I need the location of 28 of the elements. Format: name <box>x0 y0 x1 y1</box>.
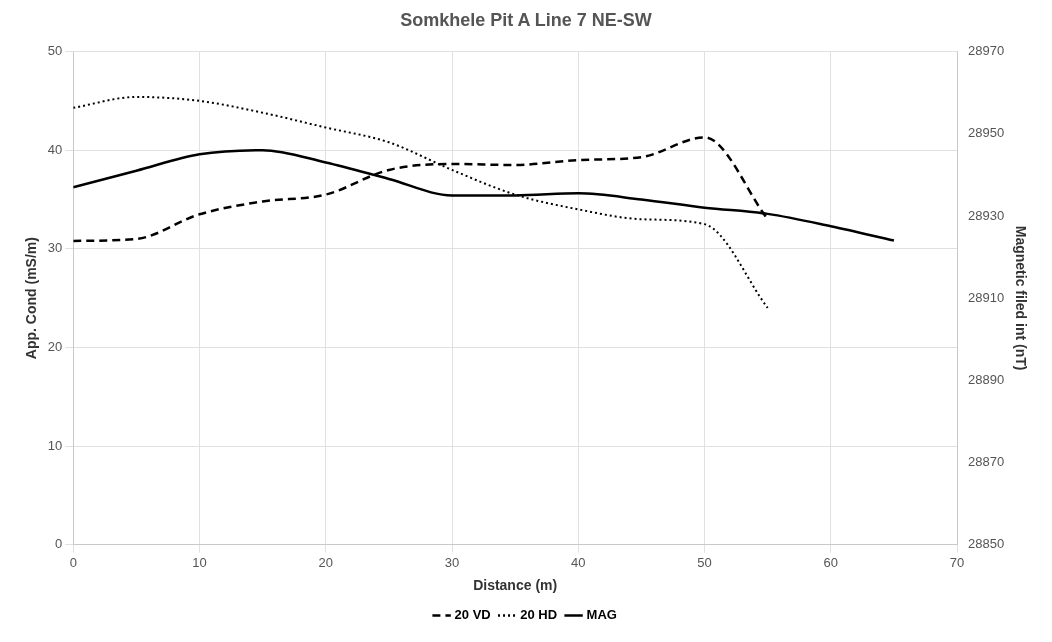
y2-tick-label: 28910 <box>968 289 1005 305</box>
y2-axis-title: Magnetic filed int (nT) <box>1012 225 1029 371</box>
x-tick-label: 60 <box>823 554 839 570</box>
x-axis-title: Distance (m) <box>473 577 558 594</box>
y-tick-label: 40 <box>47 141 63 157</box>
y2-tick-label: 28930 <box>968 207 1005 223</box>
y2-tick-label: 28870 <box>968 454 1005 470</box>
y-axis-title: App. Cond (mS/m) <box>23 237 40 360</box>
x-tick-label: 40 <box>571 554 586 570</box>
y2-tick-label: 28970 <box>968 43 1005 59</box>
y-tick-label: 50 <box>47 43 63 59</box>
x-tick-label: 0 <box>69 554 77 570</box>
y-tick-label: 0 <box>55 536 63 552</box>
legend-label: 20 VD <box>454 607 491 623</box>
x-tick-label: 10 <box>192 554 207 570</box>
y2-tick-label: 28950 <box>968 125 1005 141</box>
x-tick-label: 30 <box>444 554 460 570</box>
chart-title: Somkhele Pit A Line 7 NE-SW <box>400 9 652 30</box>
y2-tick-label: 28890 <box>968 371 1005 387</box>
y-tick-label: 20 <box>47 338 63 354</box>
x-tick-label: 50 <box>697 554 712 570</box>
y-tick-label: 10 <box>47 437 63 453</box>
legend-label: 20 HD <box>520 607 558 623</box>
x-tick-label: 20 <box>318 554 334 570</box>
y-tick-label: 30 <box>47 240 63 256</box>
legend-label: MAG <box>586 607 617 623</box>
y2-tick-label: 28850 <box>968 536 1005 552</box>
x-tick-label: 70 <box>949 554 965 570</box>
